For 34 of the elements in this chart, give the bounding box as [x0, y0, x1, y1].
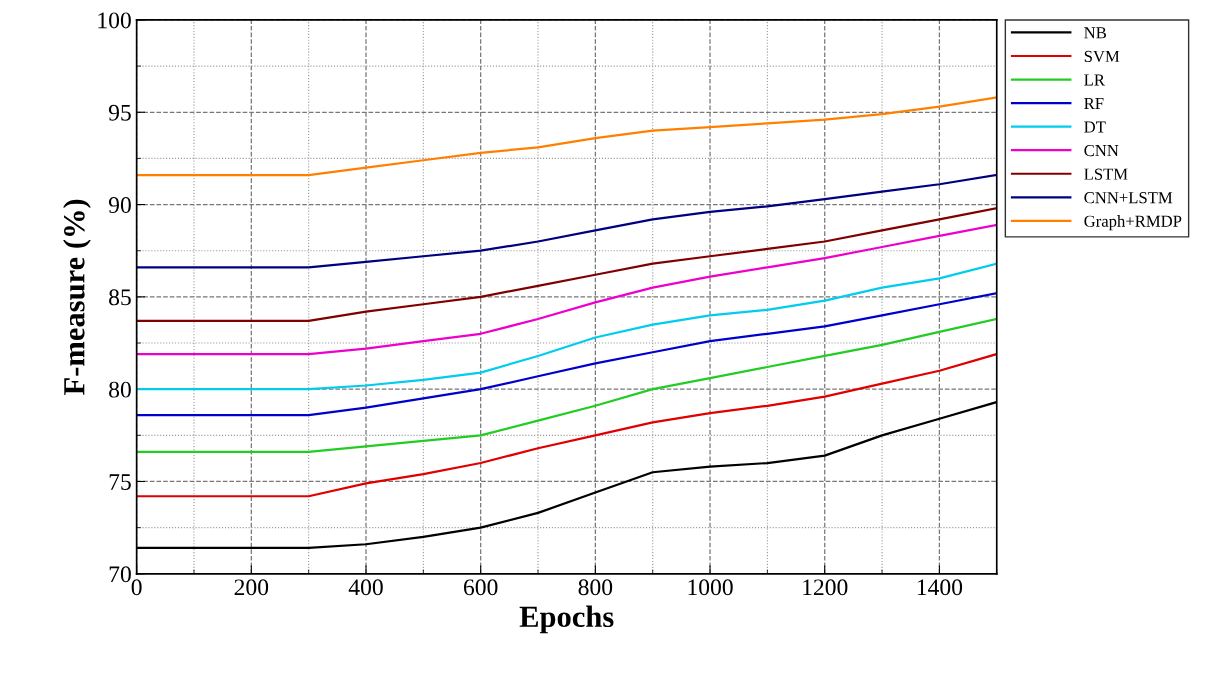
legend-label: LR [1084, 74, 1105, 86]
x-tick-label: 1200 [803, 579, 848, 596]
legend-label: DT [1084, 121, 1106, 133]
y-tick-label: 90 [108, 197, 131, 213]
x-tick-label: 800 [578, 579, 613, 596]
legend-label: CNN [1084, 145, 1119, 157]
line-series [136, 352, 997, 498]
x-tick-label: 1000 [688, 579, 733, 596]
y-tick-label: 70 [109, 566, 131, 583]
y-axis-title: F-measure (%) [63, 199, 91, 395]
line-series [136, 317, 997, 454]
line-series [136, 96, 997, 177]
x-tick-label: 200 [234, 579, 269, 596]
y-tick-label: 75 [109, 474, 131, 490]
line-series [136, 262, 997, 391]
line-series [136, 223, 997, 356]
x-tick-label: 0 [131, 579, 142, 596]
line-series [136, 207, 997, 322]
legend-label: Graph+RMDP [1084, 215, 1182, 231]
x-tick-label: 600 [463, 579, 498, 596]
x-axis-title: Epochs [519, 605, 614, 634]
legend-label: RF [1084, 98, 1104, 109]
x-tick-label: 1400 [917, 579, 963, 596]
line-series [136, 292, 997, 417]
x-tick-label: 400 [348, 579, 383, 596]
legend-label: SVM [1084, 50, 1120, 63]
legend-label: LSTM [1084, 168, 1128, 180]
y-tick-label: 80 [109, 381, 131, 398]
y-tick-label: 100 [98, 12, 131, 29]
y-tick-label: 85 [109, 289, 131, 306]
legend-label: CNN+LSTM [1084, 192, 1173, 204]
line-series [136, 173, 997, 269]
legend-label: NB [1084, 27, 1107, 39]
y-tick-label: 95 [108, 104, 131, 121]
